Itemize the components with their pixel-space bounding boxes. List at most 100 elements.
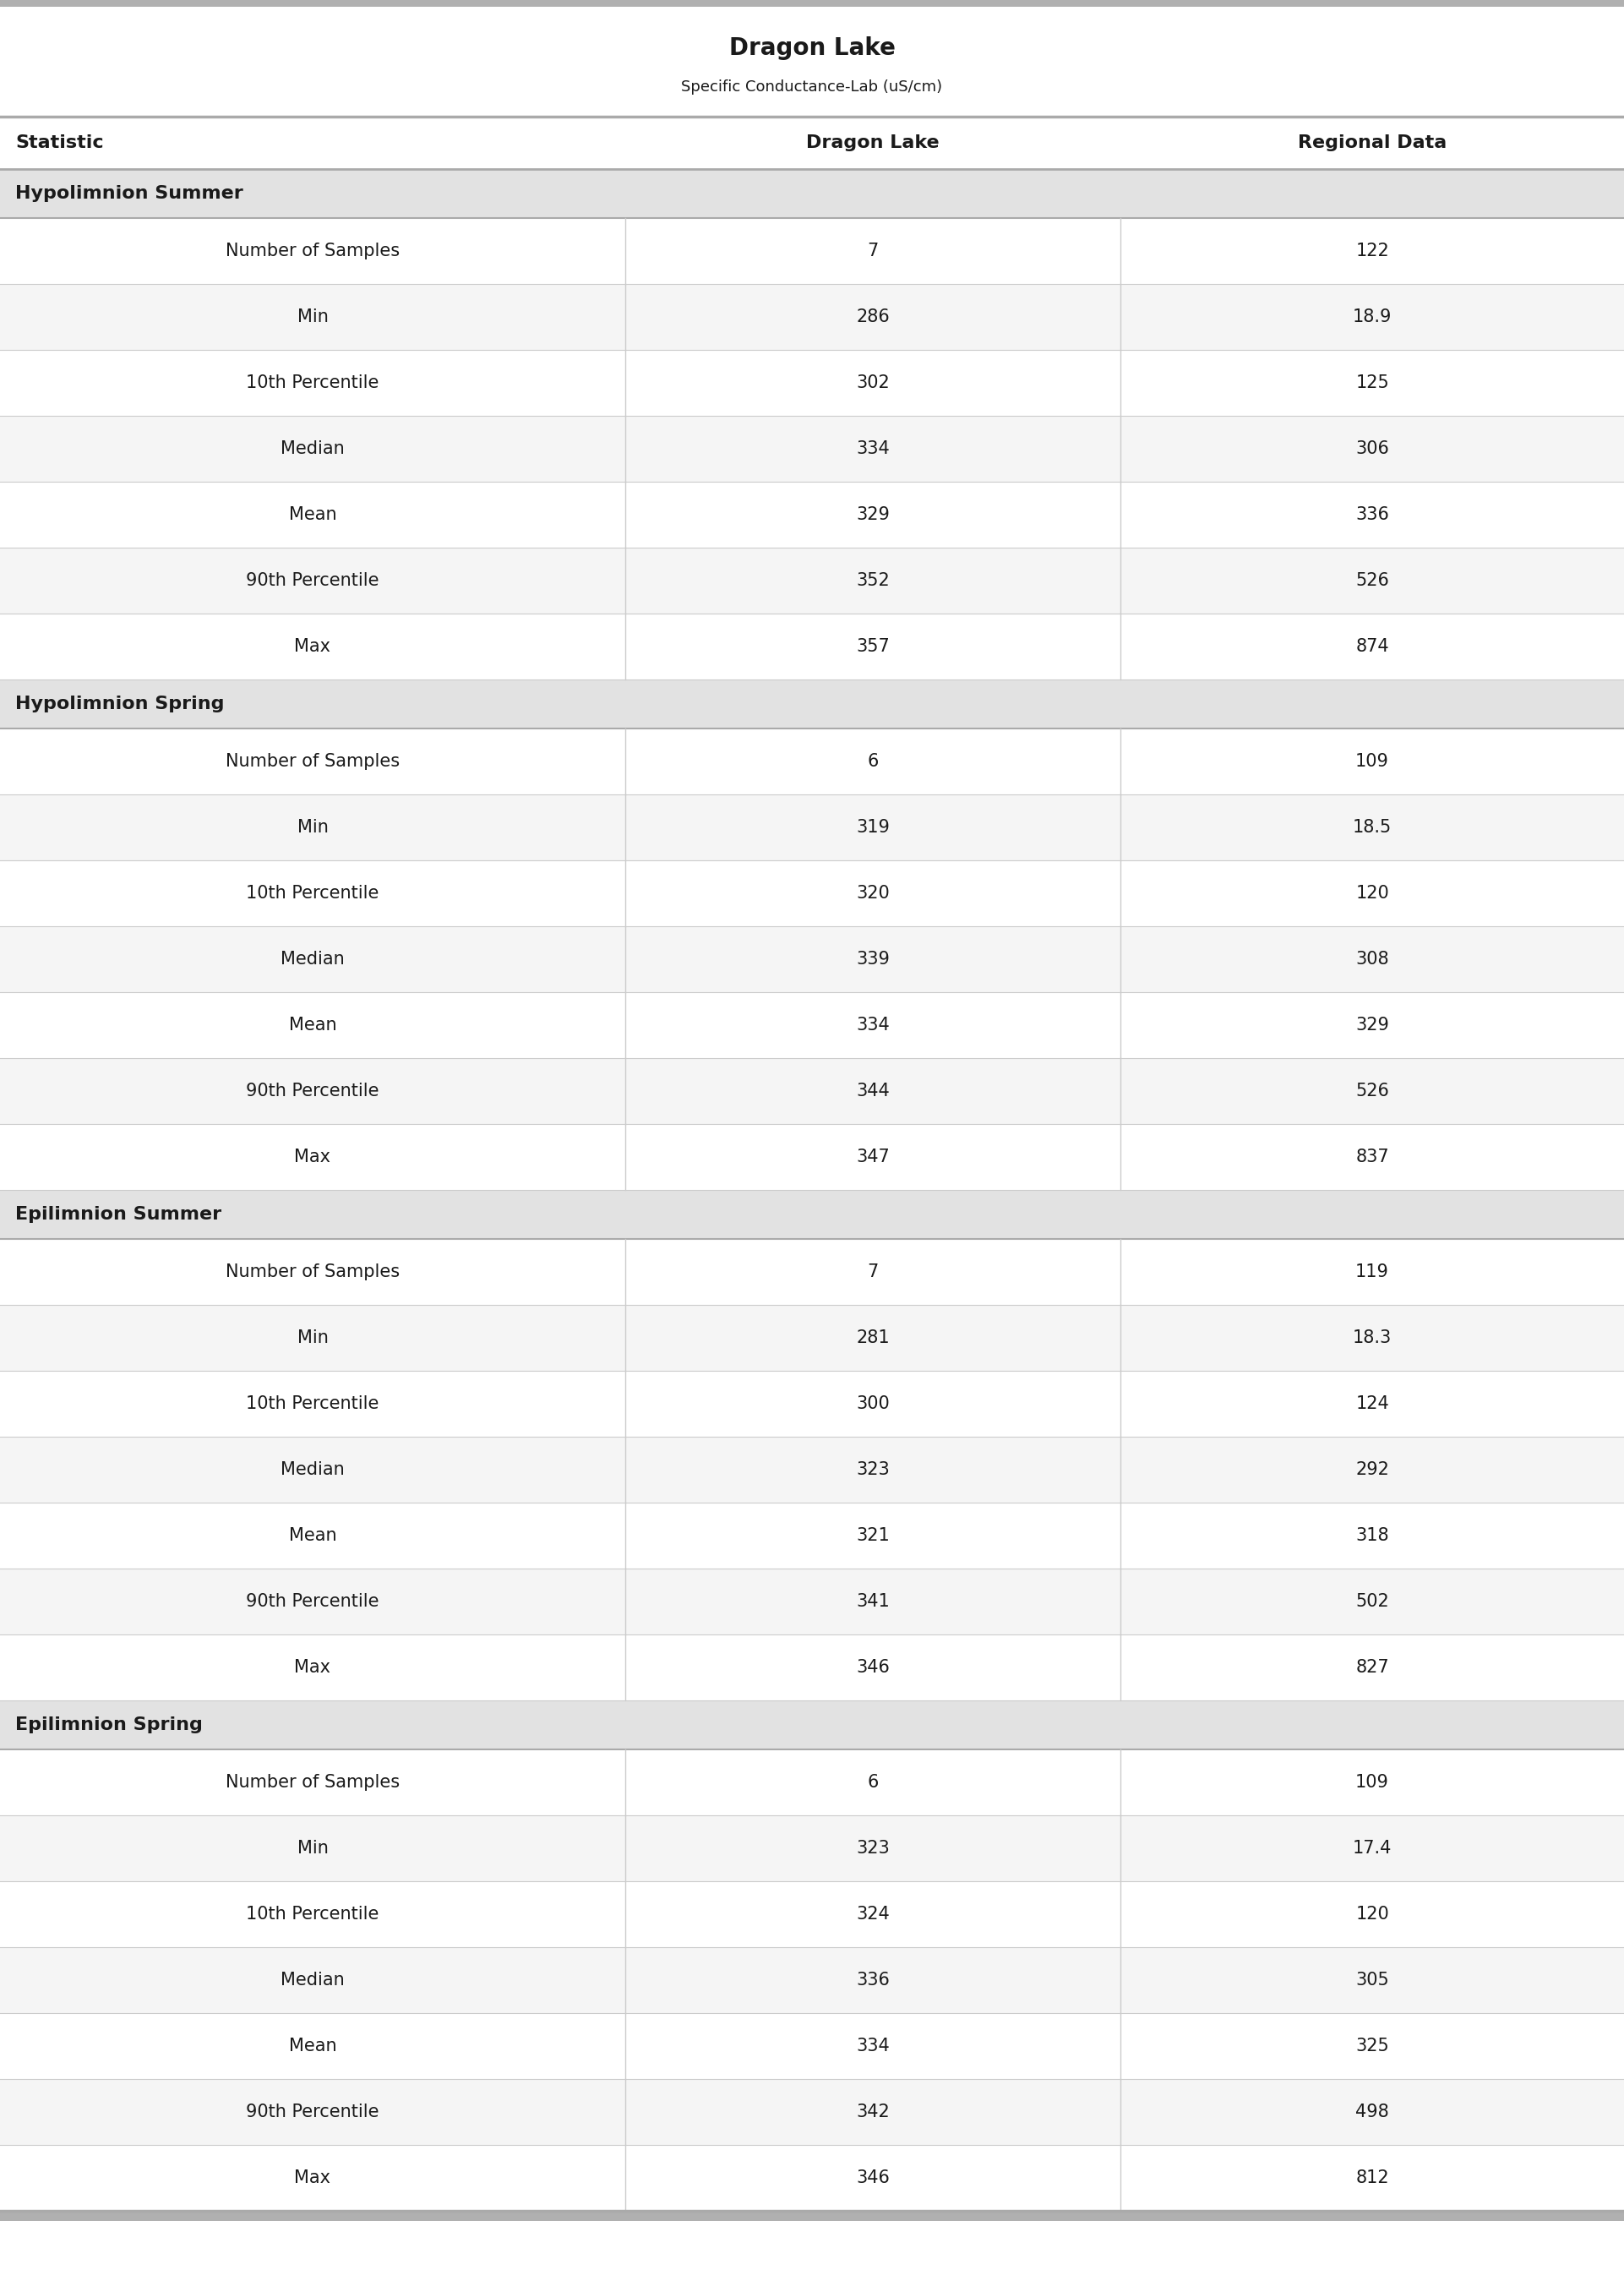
Text: 308: 308 <box>1356 951 1389 967</box>
Text: 7: 7 <box>867 243 879 259</box>
Bar <box>0 1124 1624 1189</box>
Text: 318: 318 <box>1356 1528 1389 1544</box>
Text: 302: 302 <box>856 375 890 390</box>
Text: Statistic: Statistic <box>15 134 104 152</box>
Text: 329: 329 <box>856 506 890 522</box>
Bar <box>0 415 1624 481</box>
Bar <box>0 1634 1624 1700</box>
Text: 18.9: 18.9 <box>1353 309 1392 325</box>
Text: 10th Percentile: 10th Percentile <box>247 885 378 901</box>
Text: 526: 526 <box>1356 1083 1389 1099</box>
Bar <box>0 1700 1624 1750</box>
Text: Max: Max <box>294 638 331 656</box>
Text: Median: Median <box>281 1973 344 1989</box>
Bar <box>0 1371 1624 1437</box>
Text: 827: 827 <box>1356 1659 1389 1675</box>
Text: 346: 346 <box>856 1659 890 1675</box>
Text: 90th Percentile: 90th Percentile <box>247 2104 378 2120</box>
Bar <box>0 1569 1624 1634</box>
Text: Min: Min <box>297 819 328 835</box>
Text: 325: 325 <box>1356 2038 1389 2054</box>
Bar <box>0 0 1624 7</box>
Text: Max: Max <box>294 2170 331 2186</box>
Bar <box>0 116 1624 168</box>
Bar <box>0 926 1624 992</box>
Text: 344: 344 <box>856 1083 890 1099</box>
Text: Median: Median <box>281 1462 344 1478</box>
Text: 6: 6 <box>867 1773 879 1791</box>
Bar <box>0 729 1624 794</box>
Text: Min: Min <box>297 1839 328 1857</box>
Bar <box>0 168 1624 218</box>
Bar <box>0 1437 1624 1503</box>
Text: 320: 320 <box>856 885 890 901</box>
Text: Dragon Lake: Dragon Lake <box>729 36 895 61</box>
Text: 10th Percentile: 10th Percentile <box>247 1396 378 1412</box>
Text: Hypolimnion Spring: Hypolimnion Spring <box>15 695 224 713</box>
Bar <box>0 1305 1624 1371</box>
Bar <box>0 481 1624 547</box>
Text: 281: 281 <box>856 1330 890 1346</box>
Text: 122: 122 <box>1356 243 1389 259</box>
Bar <box>0 1750 1624 1816</box>
Text: 6: 6 <box>867 754 879 770</box>
Bar <box>0 794 1624 860</box>
Text: 319: 319 <box>856 819 890 835</box>
Text: 18.5: 18.5 <box>1353 819 1392 835</box>
Bar <box>0 2211 1624 2220</box>
Text: 812: 812 <box>1356 2170 1389 2186</box>
Text: 352: 352 <box>856 572 890 588</box>
Bar <box>0 547 1624 613</box>
Bar <box>0 1189 1624 1239</box>
Text: Mean: Mean <box>289 1528 336 1544</box>
Text: 339: 339 <box>856 951 890 967</box>
Bar <box>0 350 1624 415</box>
Text: 334: 334 <box>856 2038 890 2054</box>
Text: 300: 300 <box>856 1396 890 1412</box>
Text: 119: 119 <box>1356 1264 1389 1280</box>
Text: 306: 306 <box>1356 440 1389 456</box>
Text: 346: 346 <box>856 2170 890 2186</box>
Bar <box>0 1058 1624 1124</box>
Text: Specific Conductance-Lab (uS/cm): Specific Conductance-Lab (uS/cm) <box>682 79 942 95</box>
Text: Max: Max <box>294 1149 331 1165</box>
Text: 498: 498 <box>1356 2104 1389 2120</box>
Text: Median: Median <box>281 951 344 967</box>
Text: 321: 321 <box>856 1528 890 1544</box>
Bar <box>0 1882 1624 1948</box>
Text: 347: 347 <box>856 1149 890 1165</box>
Bar <box>0 218 1624 284</box>
Text: Number of Samples: Number of Samples <box>226 754 400 770</box>
Text: Hypolimnion Summer: Hypolimnion Summer <box>15 186 244 202</box>
Text: Min: Min <box>297 309 328 325</box>
Text: 323: 323 <box>856 1839 890 1857</box>
Bar <box>0 860 1624 926</box>
Text: Min: Min <box>297 1330 328 1346</box>
Text: 292: 292 <box>1356 1462 1389 1478</box>
Text: 7: 7 <box>867 1264 879 1280</box>
Bar <box>0 1503 1624 1569</box>
Text: 109: 109 <box>1356 1773 1389 1791</box>
Text: Max: Max <box>294 1659 331 1675</box>
Text: Median: Median <box>281 440 344 456</box>
Text: Epilimnion Summer: Epilimnion Summer <box>15 1205 221 1224</box>
Text: 334: 334 <box>856 440 890 456</box>
Text: Dragon Lake: Dragon Lake <box>806 134 940 152</box>
Text: 90th Percentile: 90th Percentile <box>247 1594 378 1609</box>
Text: 10th Percentile: 10th Percentile <box>247 1907 378 1923</box>
Text: 124: 124 <box>1356 1396 1389 1412</box>
Bar <box>0 613 1624 679</box>
Text: 874: 874 <box>1356 638 1389 656</box>
Text: 526: 526 <box>1356 572 1389 588</box>
Text: Number of Samples: Number of Samples <box>226 243 400 259</box>
Text: Mean: Mean <box>289 2038 336 2054</box>
Bar <box>0 7 1624 116</box>
Text: 18.3: 18.3 <box>1353 1330 1392 1346</box>
Text: 341: 341 <box>856 1594 890 1609</box>
Text: 286: 286 <box>856 309 890 325</box>
Text: 109: 109 <box>1356 754 1389 770</box>
Bar <box>0 2079 1624 2145</box>
Text: 342: 342 <box>856 2104 890 2120</box>
Bar <box>0 1239 1624 1305</box>
Text: Regional Data: Regional Data <box>1298 134 1447 152</box>
